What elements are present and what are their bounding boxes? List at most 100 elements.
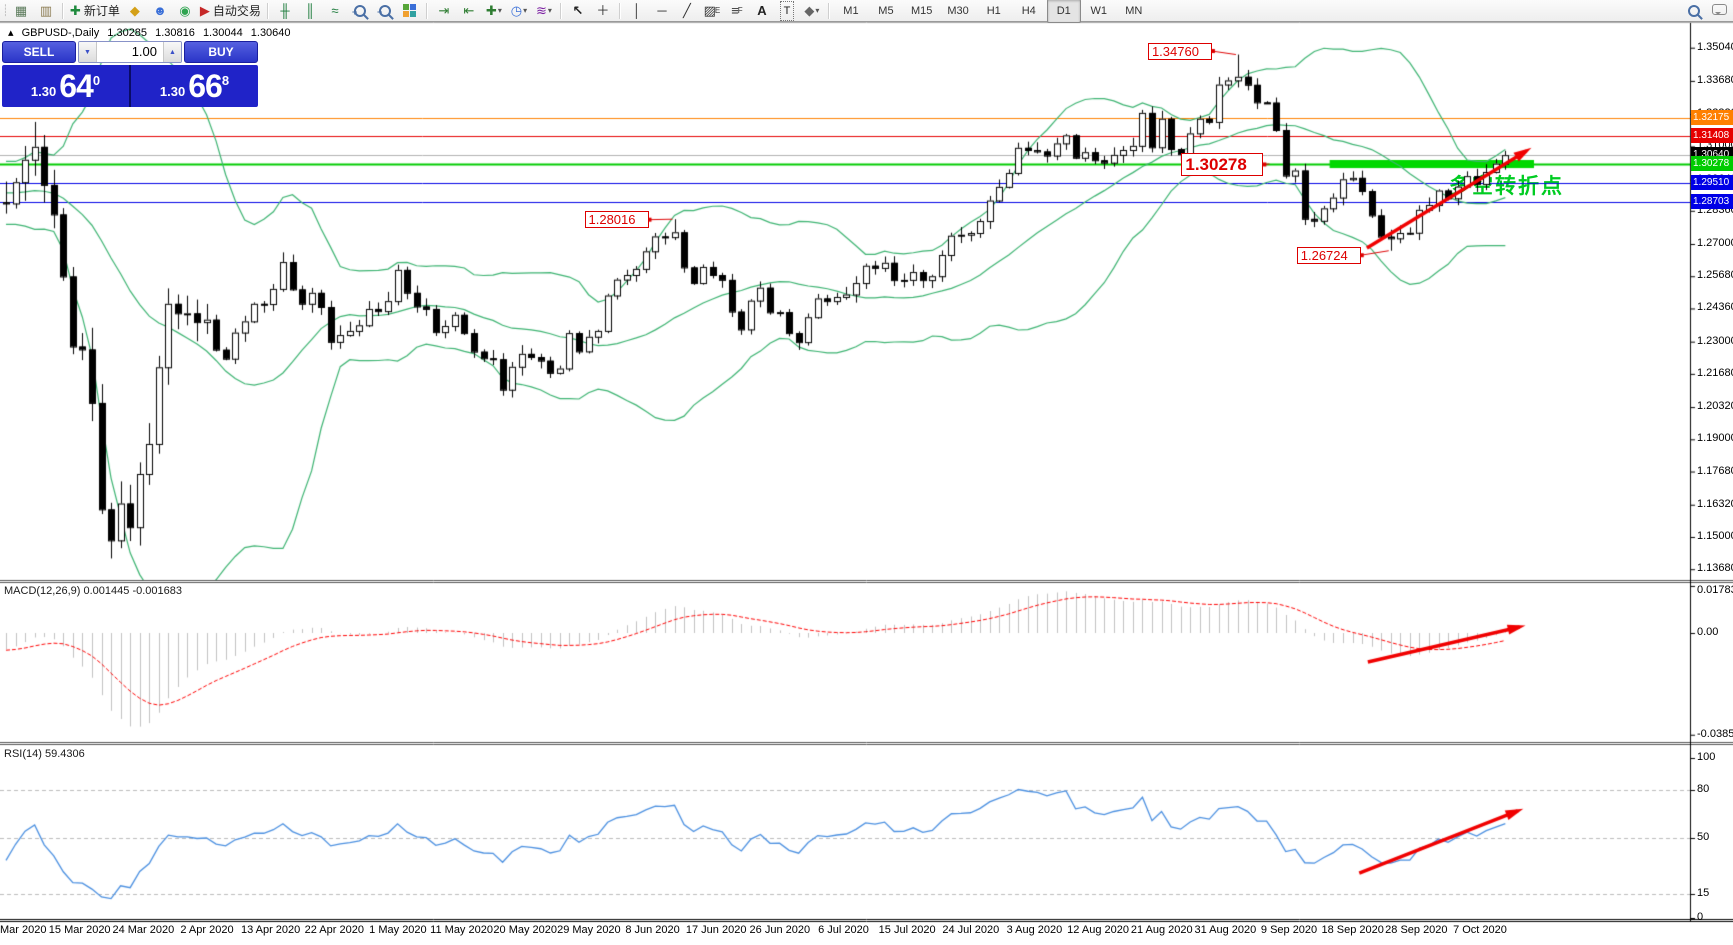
volume-increase-icon[interactable]: ▲ [163,42,181,62]
volume-stepper[interactable]: ▼ 1.00 ▲ [78,41,182,63]
auto-scroll-icon[interactable]: ⇥ [432,2,456,20]
tiles-glyph [403,4,417,17]
dropdown-caret-icon[interactable]: ▾ [523,5,528,15]
cursor-icon[interactable]: ↖ [566,2,590,20]
new-chart-icon-glyph: ▦ [14,2,28,18]
price-label[interactable]: 1.28016 [584,211,649,229]
macd-axis-tick: 0.00 [1697,626,1719,638]
shapes-icon-glyph: ◆ [804,2,815,18]
chat-icon[interactable] [1707,2,1731,20]
sell-button[interactable]: SELL [2,41,76,63]
community-icon-glyph: ☻ [153,2,167,18]
zoom-out-icon[interactable]: − [373,2,397,20]
periods-icon-glyph: ◷ [510,2,523,18]
price-axis-tick: 1.17680 [1697,464,1733,477]
price-axis-tick: 1.16320 [1697,497,1733,510]
date-axis-label: 24 Jul 2020 [942,924,1000,936]
indicators-icon[interactable]: ≋ ▾ [532,2,556,20]
date-axis-label: 20 May 2020 [493,924,558,936]
auto-scroll-icon-glyph: ⇥ [438,2,450,18]
one-click-trading-panel: SELL ▼ 1.00 ▲ BUY 1.30 64 0 1.30 66 8 [2,41,258,107]
toolbar-separator [62,2,64,19]
price-label[interactable]: 1.26724 [1296,246,1361,264]
bar-chart-icon[interactable]: ╫ [273,2,297,20]
signals-icon[interactable]: ◉ [173,2,197,20]
buy-button[interactable]: BUY [184,41,258,63]
dropdown-caret-icon[interactable]: ▾ [547,5,552,15]
price-badge: 1.28703 [1691,194,1733,210]
new-order-button[interactable]: ✚ 新订单 [68,2,122,20]
text-icon[interactable]: A [750,2,774,20]
fibonacci-icon-glyph: ≡ [731,2,739,18]
date-axis-label: 8 Jun 2020 [625,924,680,936]
date-axis-label: 9 Sep 2020 [1260,924,1318,936]
date-axis-label: 3 Aug 2020 [1006,924,1063,936]
volume-value[interactable]: 1.00 [131,44,157,59]
timeframe-m15[interactable]: M15 [910,4,933,17]
timeframe-m30[interactable]: M30 [947,4,969,17]
text-label-icon-glyph: T [779,0,795,21]
date-axis-label: 28 Sep 2020 [1385,924,1448,936]
equidistant-channel-icon-glyph: ▨ [703,2,716,18]
price-label[interactable]: 1.34760 [1147,42,1212,60]
new-chart-icon[interactable]: ▦ [9,2,33,20]
timeframe-mn[interactable]: MN [1125,4,1143,17]
macd-axis-tick: -0.038559 [1697,727,1733,740]
community-icon[interactable]: ☻ [148,2,172,20]
timeframe-h4[interactable]: H4 [1021,4,1036,17]
text-label-icon[interactable]: T [775,0,799,21]
tile-windows-icon[interactable] [398,2,422,20]
price-label[interactable]: 1.30278 [1181,152,1264,176]
bar-chart-icon-glyph: ╫ [280,2,290,18]
rsi-axis-tick: 100 [1697,751,1716,763]
chat-glyph [1711,3,1727,15]
candlestick-chart-icon[interactable]: ║ [298,2,322,20]
date-axis-label: 6 Jul 2020 [818,924,869,936]
price-axis-tick: 1.15000 [1697,529,1733,542]
zoom-in-icon[interactable]: + [348,2,372,20]
sell-price[interactable]: 1.30 64 0 [30,67,101,104]
chart-shift-icon[interactable]: ⇤ [457,2,481,20]
crosshair-icon-glyph: ＋ [596,2,610,18]
price-axis-tick: 1.24360 [1697,301,1733,314]
volume-decrease-icon[interactable]: ▼ [79,42,97,62]
periods-icon[interactable]: ◷ ▾ [507,2,531,20]
dropdown-caret-icon[interactable]: ▾ [497,5,502,15]
signals-icon-glyph: ◉ [179,2,191,18]
chart-profiles-icon[interactable]: ▥ [34,2,58,20]
date-axis-label: 22 Apr 2020 [304,924,364,936]
timeframe-h1[interactable]: H1 [986,4,1001,17]
timeframe-m1[interactable]: M1 [843,4,859,17]
timeframe-w1[interactable]: W1 [1090,4,1108,17]
date-axis-label: 7 Oct 2020 [1453,924,1507,936]
dropdown-caret-icon[interactable]: ▾ [815,5,820,15]
buy-price[interactable]: 1.30 66 8 [159,67,230,104]
timeframe-d1[interactable]: D1 [1046,0,1081,23]
horizontal-line-icon[interactable]: ─ [650,2,674,20]
toolbar-grip: ┊ [2,5,9,17]
autotrading-button[interactable]: ▶ 自动交易 [198,2,263,20]
trendline-icon[interactable]: ╱ [675,2,699,20]
search-icon[interactable] [1682,2,1706,20]
line-chart-icon-glyph: ≈ [331,2,339,18]
fibonacci-icon[interactable]: ≡ F [731,2,743,18]
price-badge: 1.32175 [1691,109,1733,125]
vertical-line-icon[interactable]: │ [625,2,649,20]
new-order-button-glyph: ✚ [70,2,81,18]
price-badge: 1.29510 [1691,174,1733,190]
vertical-line-icon-glyph: │ [632,2,641,18]
horizontal-line-icon-glyph: ─ [657,2,667,18]
crosshair-icon[interactable]: ＋ [591,2,615,20]
add-indicator-icon[interactable]: ✚ ▾ [482,2,506,20]
equidistant-channel-icon[interactable]: ▨ E [703,2,721,18]
line-chart-icon[interactable]: ≈ [323,2,347,20]
cursor-icon-glyph: ↖ [572,2,584,18]
date-axis-label: 1 May 2020 [369,924,427,936]
shapes-icon[interactable]: ◆ ▾ [800,2,824,20]
candlestick-chart-icon-glyph: ║ [305,2,315,18]
gold-quotes-icon[interactable]: ◆ [123,2,147,20]
rsi-label: RSI(14) 59.4306 [4,748,85,760]
price-badge: 1.30278 [1691,155,1733,171]
timeframe-m5[interactable]: M5 [878,4,894,17]
